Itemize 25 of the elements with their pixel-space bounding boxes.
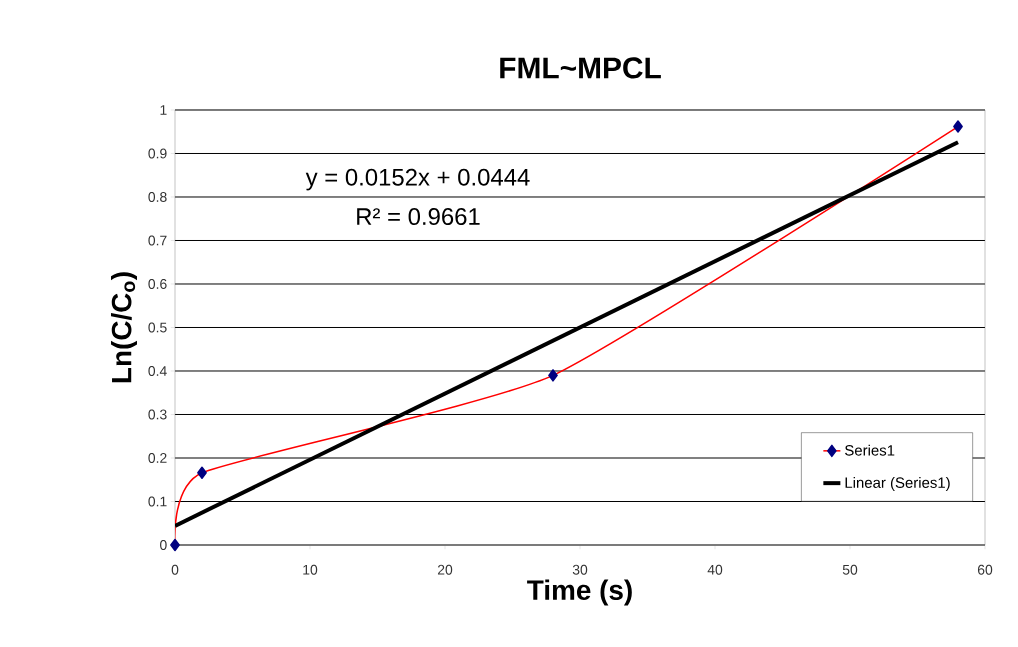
y-tick-label: 0.4 [148, 366, 167, 376]
y-tick-label: 1 [160, 105, 167, 115]
legend-label: Linear (Series1) [845, 476, 950, 491]
annotation: R² = 0.9661 [357, 208, 480, 226]
x-tick-label: 50 [842, 564, 858, 575]
y-tick-label: 0.9 [148, 148, 167, 159]
annotation: y = 0.0152x + 0.0444 [305, 168, 530, 191]
y-tick-label: 0.8 [148, 192, 167, 202]
y-tick-label: 0.2 [148, 453, 167, 463]
legend-label: Series1 [845, 444, 895, 456]
y-tick-label: 0 [160, 540, 167, 550]
y-tick-label: 0.6 [148, 279, 167, 289]
y-tick-label: 0.3 [148, 409, 167, 420]
x-axis-title: Time (s) [527, 579, 632, 606]
y-axis-title: Ln(C/C$_{o}$) [111, 272, 137, 383]
chart-title: FML~MPCL [500, 57, 661, 79]
y-tick-label: 0.5 [148, 322, 167, 333]
x-tick-label: 20 [437, 564, 453, 575]
x-tick-label: 40 [707, 564, 723, 575]
x-tick-label: 0 [171, 564, 179, 575]
x-tick-label: 10 [303, 564, 318, 575]
x-tick-label: 30 [572, 564, 588, 575]
y-tick-label: 0.1 [148, 496, 167, 507]
x-tick-label: 60 [977, 564, 993, 575]
y-tick-label: 0.7 [148, 235, 167, 246]
